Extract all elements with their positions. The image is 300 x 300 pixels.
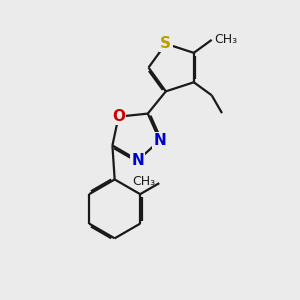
Text: N: N: [131, 153, 144, 168]
Text: N: N: [153, 133, 166, 148]
Text: CH₃: CH₃: [133, 175, 156, 188]
Text: CH₃: CH₃: [214, 33, 237, 46]
Text: O: O: [112, 109, 125, 124]
Text: S: S: [160, 36, 171, 51]
